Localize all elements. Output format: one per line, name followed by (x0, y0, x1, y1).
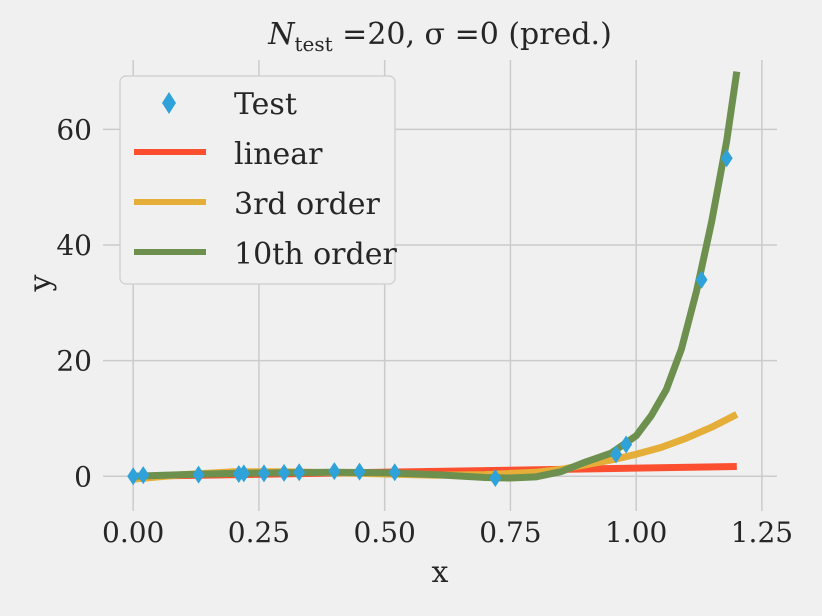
legend-test-label: Test (234, 87, 297, 122)
test-point (620, 435, 633, 454)
x-tick-label: 1.25 (731, 516, 793, 549)
legend-3rd-label: 3rd order (234, 187, 381, 222)
y-tick-label: 60 (56, 113, 92, 146)
x-tick-label: 0.00 (102, 516, 164, 549)
y-tick-labels: 0 20 40 60 (56, 113, 92, 493)
test-point (695, 270, 708, 289)
legend-linear-label: linear (234, 137, 323, 172)
test-point (257, 464, 270, 483)
legend-box (119, 75, 396, 285)
x-tick-label: 1.00 (605, 516, 667, 549)
legend-10th-label: 10th order (234, 237, 397, 272)
y-tick-label: 0 (74, 460, 92, 493)
x-tick-label: 0.75 (479, 516, 541, 549)
test-point (127, 467, 140, 486)
y-axis-label: y (23, 274, 58, 292)
x-tick-label: 0.50 (353, 516, 415, 549)
legend-test-marker (162, 92, 176, 114)
test-markers (127, 149, 733, 488)
y-tick-label: 40 (56, 229, 92, 262)
title-sub: test (294, 32, 332, 56)
test-point (137, 466, 150, 485)
test-point (237, 464, 250, 483)
test-point (192, 465, 205, 484)
test-point (293, 463, 306, 482)
test-point (388, 463, 401, 482)
legend: Test linear 3rd order 10th order (119, 75, 397, 285)
title-rest: =20, σ =0 (pred.) (333, 17, 612, 52)
x-tick-labels: 0.00 0.25 0.50 0.75 1.00 1.25 (102, 516, 793, 549)
test-point (720, 149, 733, 168)
x-tick-label: 0.25 (228, 516, 290, 549)
test-point (353, 462, 366, 481)
test-point (328, 462, 341, 481)
test-point (278, 463, 291, 482)
title-main: N (267, 17, 296, 52)
y-tick-label: 20 (56, 345, 92, 378)
x-axis-label: x (432, 555, 449, 590)
test-point (610, 445, 623, 464)
test-point (489, 469, 502, 488)
chart-title: Ntest =20, σ =0 (pred.) (267, 17, 612, 56)
